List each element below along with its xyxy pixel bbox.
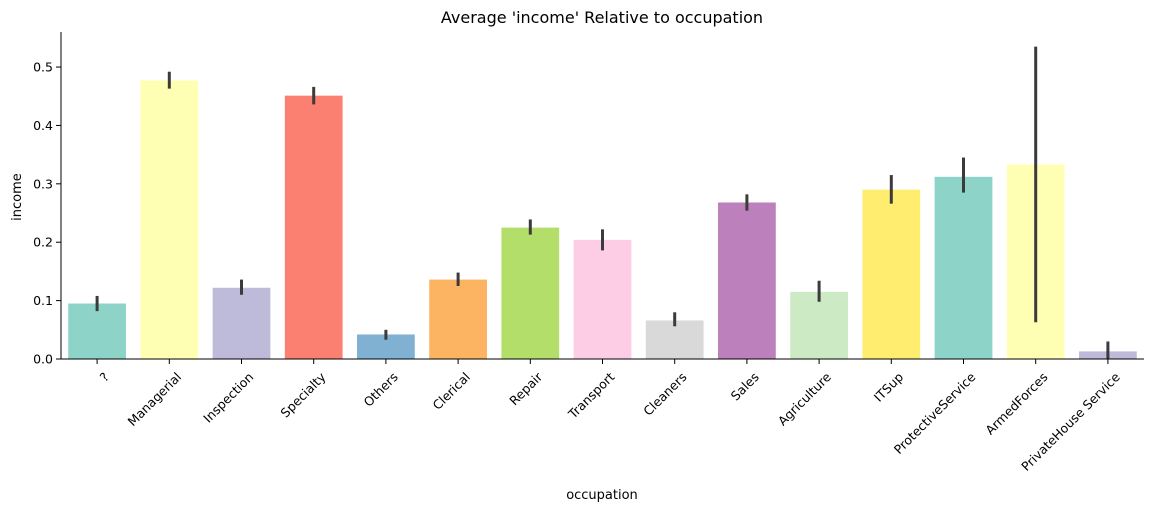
y-axis-label: income: [10, 173, 25, 221]
x-tick-label-8: Cleaners: [640, 369, 689, 418]
x-tick-label-3: Specialty: [277, 369, 329, 421]
y-tick-label-5: 0.5: [33, 60, 53, 75]
bar-5: [429, 279, 487, 359]
bar-2: [212, 287, 271, 359]
x-axis-ticks: ? Managerial Inspection Specialty Others Cler…: [96, 359, 1123, 474]
y-axis-ticks: 0.0 0.1 0.2 0.3 0.4 0.5: [33, 60, 61, 367]
y-tick-label-4: 0.4: [33, 118, 53, 133]
x-tick-label-11: ITSup: [871, 369, 906, 404]
bar-6: [501, 227, 560, 359]
bar-7: [573, 239, 632, 359]
bar-8: [645, 320, 704, 359]
y-tick-label-3: 0.3: [33, 176, 53, 191]
chart-title: Average 'income' Relative to occupation: [441, 8, 763, 27]
x-tick-label-1: Managerial: [125, 369, 185, 429]
x-tick-label-7: Transport: [565, 369, 618, 422]
x-tick-label-10: Agriculture: [775, 369, 834, 428]
bar-0: [68, 303, 126, 359]
y-tick-label-1: 0.1: [33, 293, 53, 308]
x-tick-label-13: ArmedForces: [982, 369, 1050, 437]
x-tick-label-2: Inspection: [200, 369, 256, 425]
x-tick-label-6: Repair: [506, 369, 546, 409]
bar-3: [284, 95, 343, 359]
x-tick-label-5: Clerical: [430, 369, 473, 412]
bar-10: [790, 291, 848, 359]
bar-9: [718, 202, 776, 359]
x-axis-label: occupation: [566, 488, 638, 503]
x-tick-label-9: Sales: [728, 369, 762, 403]
x-tick-label-4: Others: [360, 369, 400, 409]
x-tick-label-12: ProtectiveService: [891, 369, 979, 457]
x-tick-label-0: ?: [97, 369, 112, 384]
y-tick-label-0: 0.0: [33, 352, 53, 367]
bar-1: [140, 80, 199, 360]
y-tick-label-2: 0.2: [33, 235, 53, 250]
error-bars-group: [95, 46, 1110, 359]
bar-12: [934, 176, 993, 359]
bar-11: [862, 189, 921, 359]
bars-group: [68, 80, 1137, 360]
